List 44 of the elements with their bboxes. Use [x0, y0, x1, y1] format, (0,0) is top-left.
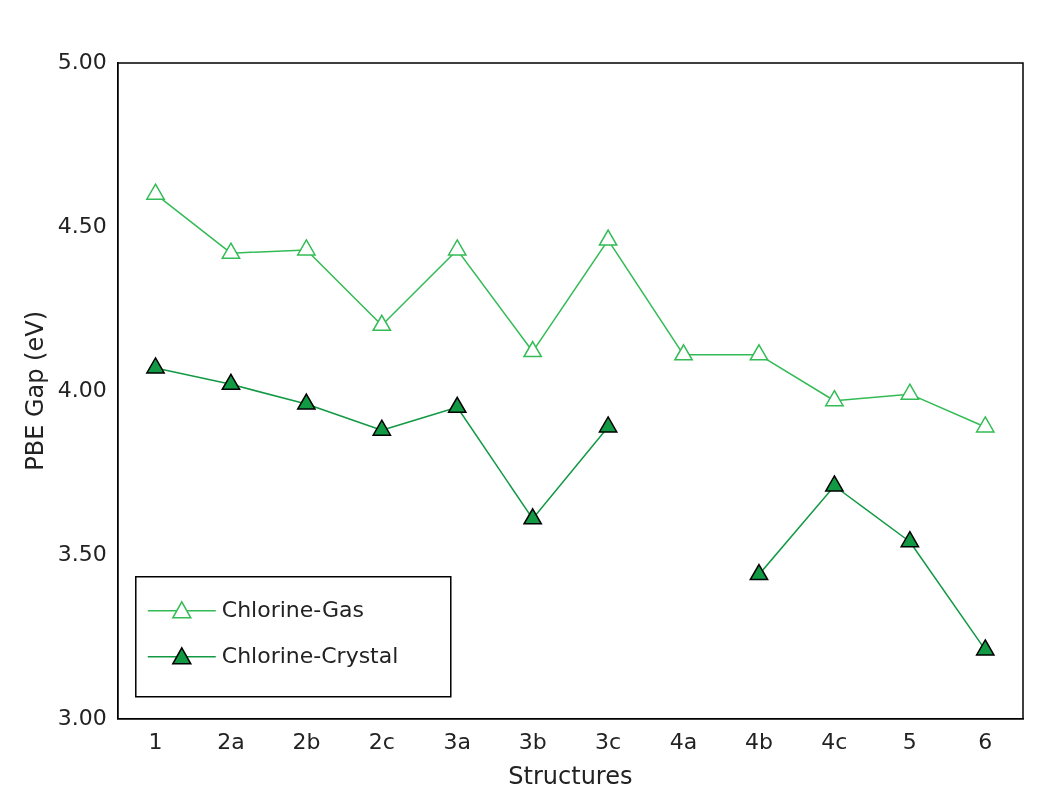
x-tick-label: 5 [902, 728, 917, 754]
point [900, 530, 920, 548]
point [598, 229, 618, 246]
legend-label: Chlorine-Crystal [221, 642, 399, 668]
x-tick-label: 3a [443, 728, 471, 754]
y-tick-label: 4.50 [57, 212, 107, 238]
x-tick-label: 1 [148, 728, 163, 754]
point [825, 389, 844, 407]
x-tick-label: 4a [669, 728, 698, 754]
y-axis-title: PBE Gap (eV) [20, 310, 49, 471]
point [146, 357, 165, 374]
x-tick-label: 4b [744, 728, 773, 754]
point [296, 393, 316, 410]
y-tick-label: 3.50 [57, 540, 107, 566]
legend-label: Chlorine-Gas [221, 596, 365, 622]
x-tick-label: 2c [368, 728, 395, 754]
point [221, 242, 241, 259]
point [674, 344, 693, 361]
y-tick-label: 3.00 [57, 704, 107, 730]
y-tick-label: 5.00 [57, 48, 107, 74]
point [447, 239, 467, 256]
point [372, 419, 392, 436]
x-tick-label: 3c [595, 728, 622, 754]
x-tick-label: 2a [217, 728, 245, 754]
x-tick-label: 4c [821, 728, 848, 754]
x-tick-label: 2b [292, 728, 321, 754]
point [296, 239, 316, 256]
point [523, 508, 543, 525]
y-tick-label: 4.00 [57, 376, 107, 402]
point [598, 416, 618, 433]
point [221, 373, 241, 391]
point [975, 639, 995, 656]
point [749, 563, 769, 581]
point [975, 416, 995, 433]
point [372, 314, 392, 332]
point [900, 383, 920, 400]
point [749, 344, 769, 361]
point [523, 340, 543, 358]
x-axis-title: Structures [508, 761, 633, 790]
point [825, 475, 844, 492]
x-tick-label: 6 [978, 728, 993, 754]
x-tick-label: 3b [518, 728, 547, 754]
point [447, 396, 467, 414]
point [146, 183, 165, 200]
